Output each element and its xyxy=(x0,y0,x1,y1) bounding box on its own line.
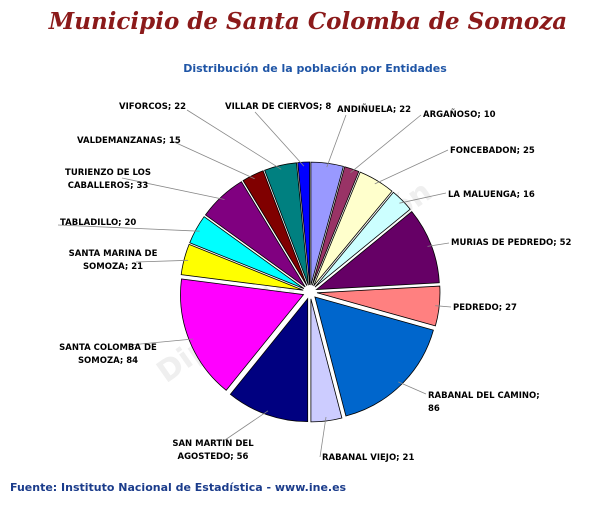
data-label: TABLADILLO; 20 xyxy=(60,218,136,228)
leader-line xyxy=(186,109,282,170)
data-label: MURIAS DE PEDREDO; 52 xyxy=(451,238,572,248)
leader-line xyxy=(326,114,347,168)
data-label: VIFORCOS; 22 xyxy=(119,102,186,112)
leader-line xyxy=(374,149,449,185)
pie-slice-rabanal-viejo xyxy=(310,298,343,423)
leader-line xyxy=(350,114,422,174)
leader-line xyxy=(398,381,427,395)
leader-line xyxy=(427,242,450,247)
pie-slice-valdemanzanas xyxy=(242,170,308,286)
data-label: TURIENZO DE LOS CABALLEROS; 33 xyxy=(65,168,151,191)
pie-slice-andiñuela xyxy=(310,161,344,286)
pie-slice-foncebadon xyxy=(313,171,393,287)
pie-slice-argañoso xyxy=(311,166,360,286)
data-label: PEDREDO; 27 xyxy=(453,303,517,313)
pie-slice-tabladillo xyxy=(189,216,305,289)
data-label: LA MALUENGA; 16 xyxy=(448,190,535,200)
pie-slice-turienzo-de-los-caballeros xyxy=(204,181,306,288)
leader-line xyxy=(224,410,269,441)
data-label: ANDIÑUELA; 22 xyxy=(337,104,411,115)
data-label: RABANAL DEL CAMINO; 86 xyxy=(428,391,540,414)
leader-line xyxy=(254,111,305,167)
leader-line xyxy=(135,259,189,263)
leader-line xyxy=(129,338,194,346)
pie-slice-la-maluenga xyxy=(314,191,411,288)
data-label: RABANAL VIEJO; 21 xyxy=(322,453,414,463)
chart-title: Distribución de la población por Entidad… xyxy=(183,62,447,75)
leader-line xyxy=(319,416,327,458)
data-label: FONCEBADON; 25 xyxy=(450,146,535,156)
data-label: SANTA COLOMBA DE SOMOZA; 84 xyxy=(59,343,157,366)
source-note: Fuente: Instituto Nacional de Estadístic… xyxy=(10,481,347,494)
pie-slice-murias-de-pedredo xyxy=(315,211,440,290)
pie-slice-villar-de-ciervos xyxy=(297,161,311,286)
leader-line xyxy=(399,192,447,204)
pie-slice-rabanal-del-camino xyxy=(314,296,434,417)
data-label: SAN MARTIN DEL AGOSTEDO; 56 xyxy=(172,439,254,462)
page-title: Municipio de Santa Colomba de Somoza xyxy=(48,8,568,35)
pie-slice-santa-marina-de-somoza xyxy=(180,243,304,291)
leader-line xyxy=(435,305,452,308)
pie-slice-viforcos xyxy=(264,162,309,286)
data-label: VALDEMANZANAS; 15 xyxy=(77,136,181,146)
data-label: ARGAÑOSO; 10 xyxy=(423,109,496,120)
leader-line xyxy=(121,177,225,200)
data-label: VILLAR DE CIERVOS; 8 xyxy=(225,102,331,112)
data-label: SANTA MARINA DE SOMOZA; 21 xyxy=(69,249,158,272)
pie-slice-san-martin-del-agostedo xyxy=(229,297,309,423)
pie-slice-santa-colomba-de-somoza xyxy=(180,278,305,391)
leader-line xyxy=(57,224,200,232)
leader-line xyxy=(171,140,255,180)
